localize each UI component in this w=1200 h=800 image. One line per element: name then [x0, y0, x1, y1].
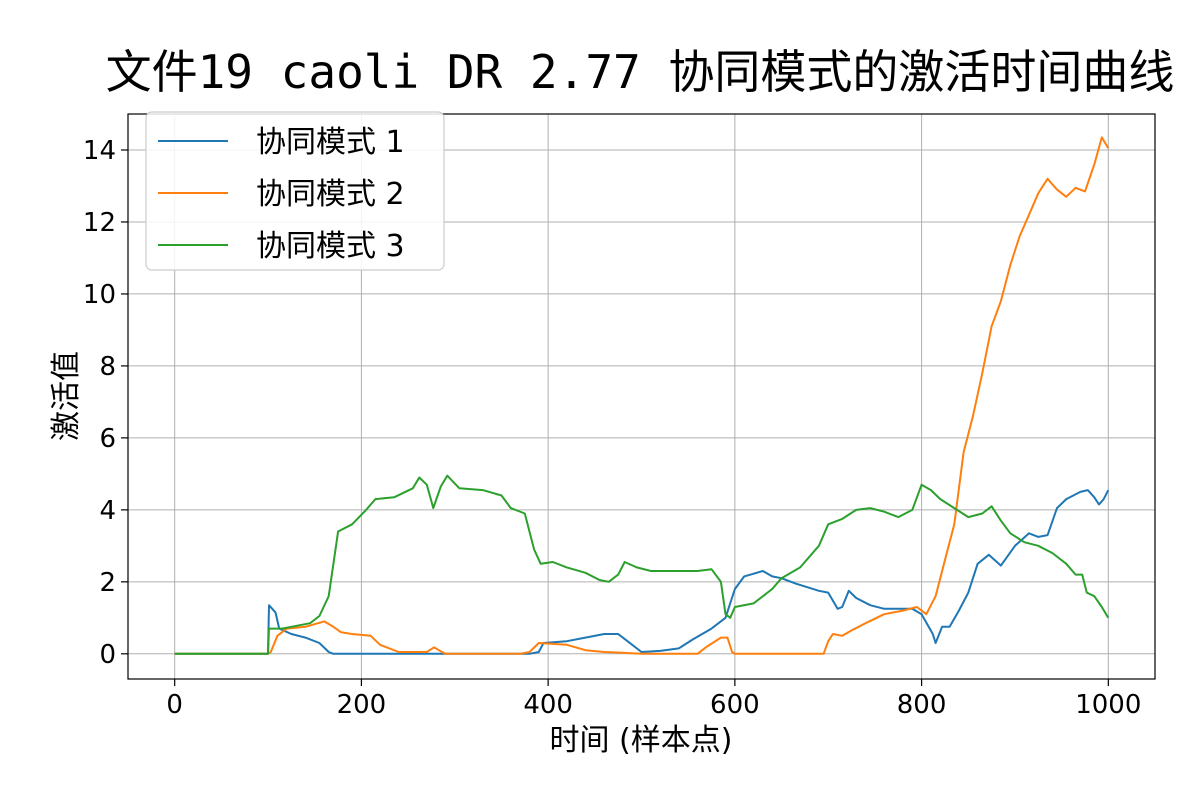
y-tick-label: 0: [99, 640, 116, 670]
legend-box: [145, 111, 445, 271]
y-tick-label: 6: [99, 424, 116, 454]
series-line-2: [174, 136, 1110, 655]
series-line-1: [174, 489, 1110, 655]
x-tick-label: 200: [337, 690, 387, 720]
y-tick-label: 12: [83, 208, 116, 238]
x-tick-label: 400: [523, 690, 573, 720]
y-tick-label: 10: [83, 280, 116, 310]
y-axis-label: 激活值: [49, 351, 84, 441]
plot-frame: [127, 113, 1156, 680]
chart-title: 文件19 caoli DR 2.77 协同模式的激活时间曲线: [106, 45, 1175, 99]
x-tick-label: 600: [710, 690, 760, 720]
legend-label-2: 协同模式 2: [256, 177, 405, 212]
y-axis-ticks: 0 2 4 6 8 10 12 14: [83, 136, 128, 670]
series-line-3: [174, 474, 1110, 655]
y-tick-label: 8: [99, 352, 116, 382]
x-tick-label: 1000: [1075, 690, 1141, 720]
series-lines: [174, 136, 1110, 655]
x-axis-label: 时间 (样本点): [550, 723, 733, 758]
x-tick-label: 0: [166, 690, 183, 720]
grid: [128, 114, 1155, 679]
y-tick-label: 14: [83, 136, 116, 166]
x-tick-label: 800: [897, 690, 947, 720]
x-axis-ticks: 0 200 400 600 800 1000: [166, 679, 1141, 720]
legend: 协同模式 1 协同模式 2 协同模式 3: [145, 111, 445, 271]
y-tick-label: 4: [99, 496, 116, 526]
legend-label-1: 协同模式 1: [256, 125, 405, 160]
y-tick-label: 2: [99, 568, 116, 598]
legend-label-3: 协同模式 3: [256, 229, 405, 264]
